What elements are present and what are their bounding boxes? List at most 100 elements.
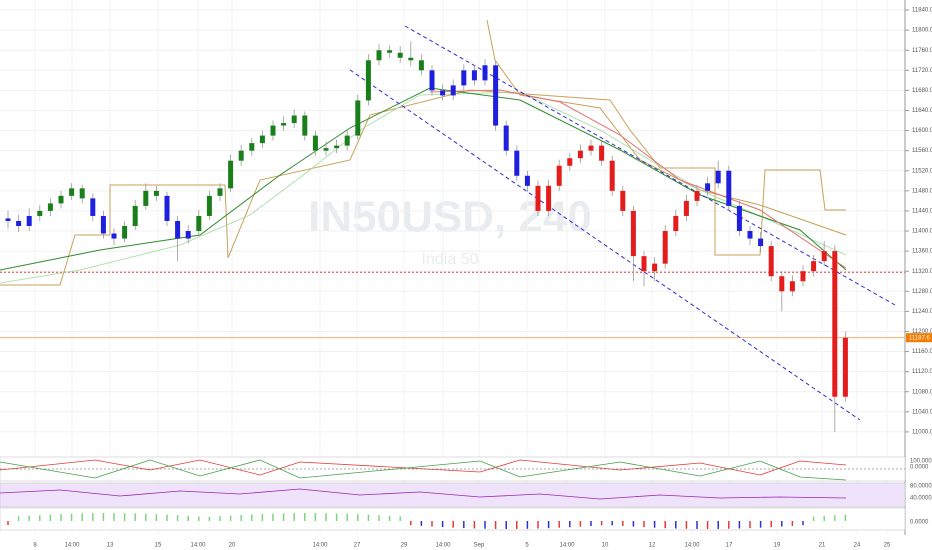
candle-body — [482, 65, 488, 81]
candle-body — [768, 246, 774, 277]
y-tick-label: 11680.0 — [912, 88, 932, 94]
y-tick-label: 11560.0 — [912, 148, 932, 154]
indicator-tick-label: 0.0000 — [910, 465, 929, 471]
candle-body — [37, 210, 43, 216]
candle-body — [312, 135, 318, 151]
channel-line — [0, 89, 846, 286]
y-tick-label: 11760.0 — [912, 48, 932, 54]
candle-body — [450, 85, 456, 96]
indicator-pane-3 — [0, 507, 906, 531]
candle-body — [577, 150, 583, 159]
candle-body — [715, 170, 721, 184]
candle-body — [100, 215, 106, 234]
candle-body — [5, 218, 11, 221]
candle-body — [175, 220, 181, 239]
ma-ribbon — [0, 91, 847, 284]
y-tick-label: 11800.0 — [912, 28, 932, 34]
candle-body — [344, 135, 350, 146]
candle-body — [779, 276, 785, 292]
y-tick-label: 11720.0 — [912, 68, 932, 74]
x-tick-label: 21 — [819, 543, 826, 549]
candle-body — [58, 195, 64, 204]
indicator-tick-label: 100.0000 — [910, 459, 932, 465]
candle-body — [79, 188, 85, 199]
last-price-box — [906, 333, 932, 343]
indicator-line — [0, 488, 847, 500]
x-tick-label: Sep — [474, 543, 485, 549]
candle-body — [588, 145, 594, 151]
candle-body — [652, 263, 658, 272]
candle-body — [196, 215, 202, 232]
candle-body — [26, 215, 32, 226]
candle-body — [153, 190, 159, 196]
x-tick-label: 8 — [33, 543, 37, 549]
candle-body — [546, 185, 552, 211]
x-tick-label: 14:00 — [64, 543, 80, 549]
x-tick-label: 27 — [354, 543, 361, 549]
x-tick-label: 14:00 — [435, 543, 451, 549]
candle-body — [567, 158, 573, 166]
x-tick-label: 10 — [602, 543, 609, 549]
candle-body — [143, 190, 149, 206]
x-tick-label: 15 — [155, 543, 162, 549]
candle-body — [630, 210, 636, 257]
y-tick-label: 11040.0 — [912, 409, 932, 415]
indicator-line — [0, 459, 847, 481]
candle-body — [758, 238, 764, 247]
x-tick-label: 20 — [229, 543, 236, 549]
candle-body — [747, 231, 753, 239]
candle-body — [609, 160, 615, 191]
channel-line-top — [486, 19, 847, 236]
candle-body — [800, 271, 806, 282]
candle-body — [461, 70, 467, 86]
candle-body — [599, 145, 605, 161]
candle-body — [556, 165, 562, 186]
y-tick-label: 11640.0 — [912, 108, 932, 114]
candle-body — [514, 150, 520, 176]
candle-body — [832, 251, 838, 397]
indicator-line — [0, 459, 847, 476]
y-tick-label: 11200.0 — [912, 329, 932, 335]
candle-body — [535, 185, 541, 211]
candle-body — [524, 175, 530, 186]
candle-body — [90, 198, 96, 216]
candle-body — [493, 65, 499, 126]
x-tick-label: 17 — [726, 543, 733, 549]
candle-body — [281, 123, 287, 126]
y-tick-label: 11080.0 — [912, 389, 932, 395]
candle-body — [111, 233, 117, 239]
trend-line — [349, 69, 861, 421]
candle-body — [503, 125, 509, 151]
candle-body — [811, 261, 817, 272]
x-tick-label: 24 — [854, 543, 861, 549]
candle-body — [641, 256, 647, 272]
indicator-tick-label: 80.0000 — [910, 484, 932, 490]
candle-body — [302, 115, 308, 136]
x-tick-label: 14:00 — [312, 543, 328, 549]
y-tick-label: 11120.0 — [912, 369, 932, 375]
candle-body — [471, 70, 477, 81]
candle-body — [334, 145, 340, 149]
candle-body — [376, 50, 382, 61]
candle-body — [291, 115, 297, 124]
indicator-tick-label: 40.0000 — [910, 496, 932, 502]
candle-body — [662, 231, 668, 264]
candle-body — [249, 143, 255, 151]
y-tick-label: 11240.0 — [912, 309, 932, 315]
x-tick-label: 5 — [525, 543, 529, 549]
candle-body — [69, 188, 75, 196]
candle-body — [122, 225, 128, 239]
candle-body — [620, 190, 626, 211]
candle-body — [673, 215, 679, 232]
y-tick-label: 11480.0 — [912, 188, 932, 194]
candle-body — [387, 50, 393, 53]
y-tick-label: 11840.0 — [912, 8, 932, 14]
x-tick-label: 29 — [401, 543, 408, 549]
y-tick-label: 11320.0 — [912, 269, 932, 275]
candle-body — [323, 148, 329, 151]
candle-body — [429, 70, 435, 91]
candles — [5, 41, 848, 432]
candle-body — [683, 200, 689, 216]
candle-body — [705, 183, 711, 191]
candle-body — [228, 160, 234, 189]
